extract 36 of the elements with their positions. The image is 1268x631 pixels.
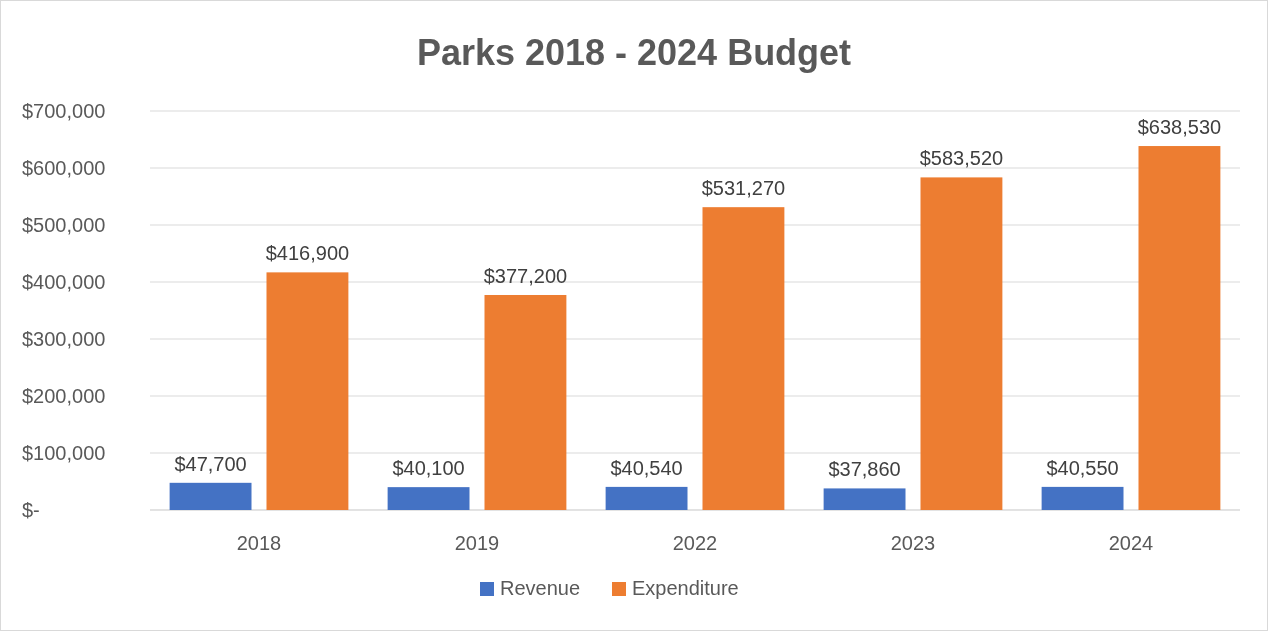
bar [920,177,1003,510]
y-tick-label: $500,000 [22,214,106,236]
y-tick-label: $700,000 [22,100,106,122]
x-tick-label: 2023 [890,532,936,554]
x-tick-label: 2018 [236,532,282,554]
data-label: $40,100 [392,457,465,480]
y-tick-label: $- [22,499,40,521]
bar [1138,146,1221,510]
x-tick-label: 2022 [672,532,718,554]
data-label: $416,900 [265,242,350,265]
chart-title: Parks 2018 - 2024 Budget [416,32,852,73]
bar [484,295,567,510]
data-label: $531,270 [701,177,786,200]
bar [266,272,349,510]
data-label: $583,520 [919,147,1004,170]
y-tick-label: $300,000 [22,328,106,350]
data-label: $377,200 [483,265,568,287]
data-label: $638,530 [1137,116,1222,139]
x-tick-label: 2024 [1108,532,1154,554]
bar [823,488,906,510]
data-label: $47,700 [174,452,247,475]
data-label: $40,550 [1046,456,1119,479]
bar [702,207,785,510]
y-tick-label: $400,000 [22,271,106,293]
bar [387,487,470,510]
bar [169,482,252,510]
y-tick-label: $600,000 [22,157,106,179]
bar [605,486,688,510]
y-tick-label: $200,000 [22,385,106,407]
legend-label: Revenue [500,577,581,599]
data-label: $40,540 [610,456,683,479]
y-tick-label: $100,000 [22,442,106,464]
data-label: $37,860 [828,458,901,481]
x-tick-label: 2019 [454,532,500,554]
legend-label: Expenditure [632,577,739,599]
bar [1041,486,1124,510]
